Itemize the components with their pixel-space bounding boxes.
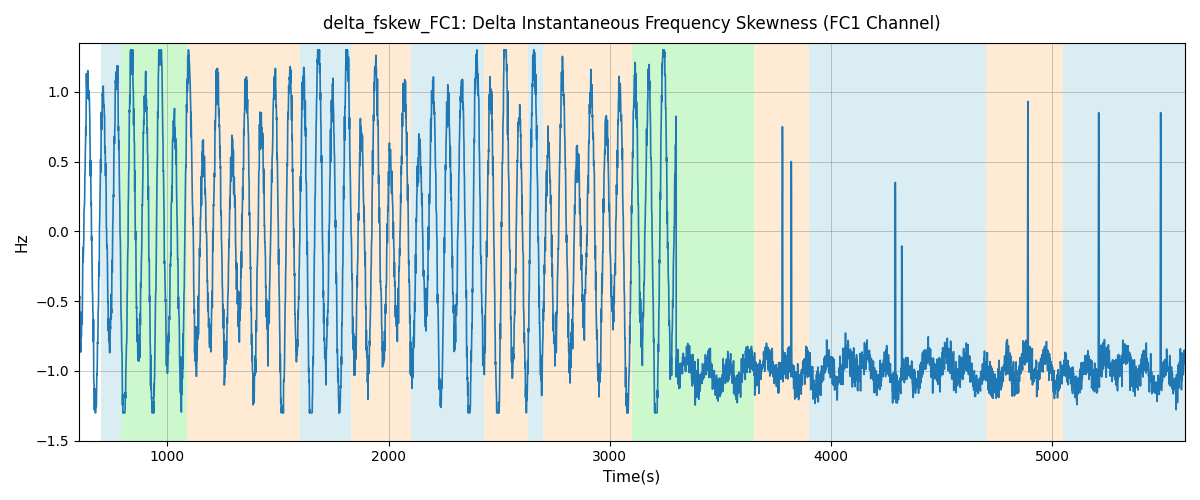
Y-axis label: Hz: Hz <box>14 232 30 252</box>
Bar <box>352 43 410 440</box>
X-axis label: Time(s): Time(s) <box>604 470 660 485</box>
Bar <box>121 43 187 440</box>
Bar <box>300 43 352 440</box>
Bar <box>1063 43 1186 440</box>
Bar <box>484 43 528 440</box>
Bar <box>809 43 986 440</box>
Bar <box>101 43 121 440</box>
Bar <box>544 43 632 440</box>
Bar <box>754 43 809 440</box>
Bar <box>632 43 754 440</box>
Bar <box>187 43 300 440</box>
Bar <box>410 43 484 440</box>
Bar <box>528 43 544 440</box>
Bar <box>986 43 1063 440</box>
Title: delta_fskew_FC1: Delta Instantaneous Frequency Skewness (FC1 Channel): delta_fskew_FC1: Delta Instantaneous Fre… <box>323 15 941 34</box>
